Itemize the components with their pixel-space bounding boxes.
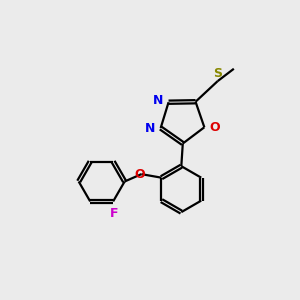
Text: S: S [213, 67, 222, 80]
Text: N: N [145, 122, 155, 134]
Text: N: N [153, 94, 163, 107]
Text: O: O [135, 168, 145, 181]
Text: O: O [210, 121, 220, 134]
Text: F: F [110, 207, 119, 220]
